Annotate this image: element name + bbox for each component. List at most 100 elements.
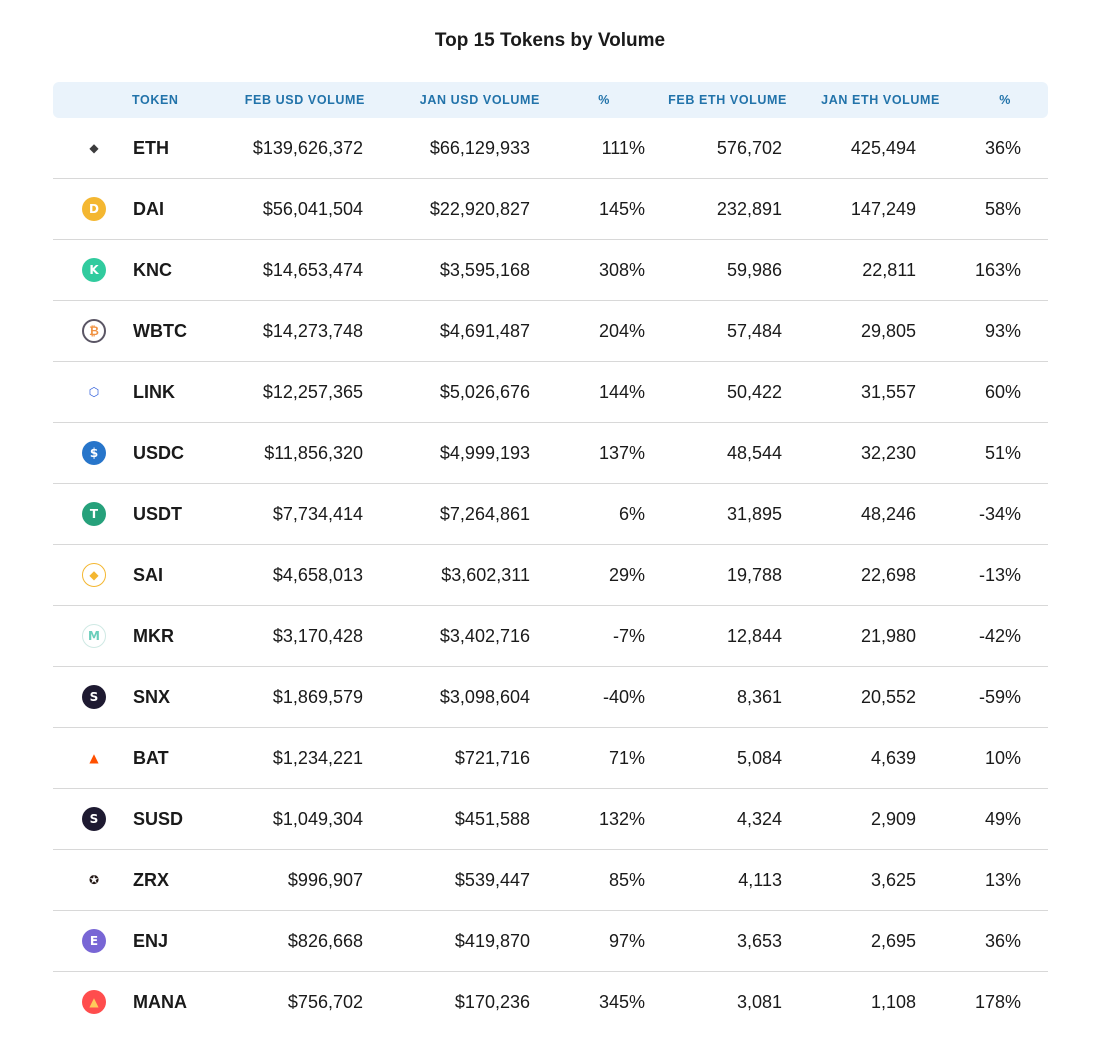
eth-percent-change: 51% [984, 443, 1021, 463]
eth-percent-change: -34% [978, 504, 1021, 524]
feb-eth-volume: 12,844 [726, 626, 782, 646]
mkr-icon: M [82, 624, 106, 648]
snx-icon: S [82, 685, 106, 709]
token-symbol: LINK [133, 382, 175, 402]
feb-eth-volume: 4,113 [738, 870, 782, 890]
jan-eth-volume: 2,909 [870, 809, 916, 829]
feb-usd-volume: $4,658,013 [272, 565, 363, 585]
token-symbol: USDC [133, 443, 185, 463]
token-symbol: USDT [133, 504, 182, 524]
feb-eth-volume: 31,895 [726, 504, 782, 524]
table-row: E ENJ $826,668 $419,870 97% 3,653 2,695 36% [53, 911, 1048, 972]
jan-usd-volume: $3,098,604 [439, 687, 530, 707]
table-row: ✪ ZRX $996,907 $539,447 85% 4,113 3,625 13% [53, 850, 1048, 911]
feb-usd-volume: $756,702 [287, 992, 363, 1012]
feb-eth-volume: 3,653 [736, 931, 782, 951]
feb-eth-volume: 48,544 [726, 443, 782, 463]
jan-eth-volume: 4,639 [870, 748, 916, 768]
susd-icon: S [82, 807, 106, 831]
link-icon: ⬡ [82, 380, 106, 404]
feb-eth-volume: 232,891 [716, 199, 782, 219]
usdt-icon: T [82, 502, 106, 526]
mana-icon: ▲ [82, 990, 106, 1014]
jan-eth-volume: 31,557 [860, 382, 916, 402]
usd-percent-change: -40% [602, 687, 645, 707]
jan-usd-volume: $539,447 [454, 870, 530, 890]
usd-percent-change: 204% [598, 321, 645, 341]
table-body: ◆ ETH $139,626,372 $66,129,933 111% 576,702 42… [53, 118, 1048, 1032]
eth-percent-change: -42% [978, 626, 1021, 646]
usd-percent-change: 6% [618, 504, 645, 524]
jan-eth-volume: 20,552 [860, 687, 916, 707]
table-row: M MKR $3,170,428 $3,402,716 -7% 12,844 21,980 -… [53, 606, 1048, 667]
feb-eth-volume: 59,986 [726, 260, 782, 280]
feb-eth-volume: 19,788 [726, 565, 782, 585]
table-row: T USDT $7,734,414 $7,264,861 6% 31,895 48,246 -… [53, 484, 1048, 545]
usd-percent-change: 145% [598, 199, 645, 219]
token-symbol: ZRX [133, 870, 169, 890]
table-row: ▲ BAT $1,234,221 $721,716 71% 5,084 4,639 10% [53, 728, 1048, 789]
usd-percent-change: 111% [601, 138, 645, 158]
feb-eth-volume: 8,361 [736, 687, 782, 707]
feb-usd-volume: $3,170,428 [272, 626, 363, 646]
token-symbol: ETH [133, 138, 169, 158]
feb-eth-volume: 50,422 [726, 382, 782, 402]
jan-eth-volume: 32,230 [860, 443, 916, 463]
table-row: S SUSD $1,049,304 $451,588 132% 4,324 2,909 49% [53, 789, 1048, 850]
dai-icon: D [82, 197, 106, 221]
usd-percent-change: 345% [598, 992, 645, 1012]
header-usd-percent: % [598, 93, 610, 107]
sai-icon: ◆ [82, 563, 106, 587]
header-jan-eth-volume: JAN ETH VOLUME [821, 93, 940, 107]
jan-eth-volume: 48,246 [860, 504, 916, 524]
feb-eth-volume: 576,702 [716, 138, 782, 158]
jan-usd-volume: $419,870 [454, 931, 530, 951]
feb-usd-volume: $12,257,365 [262, 382, 363, 402]
eth-percent-change: -59% [978, 687, 1021, 707]
token-symbol: SUSD [133, 809, 184, 829]
jan-eth-volume: 22,811 [862, 260, 916, 280]
feb-eth-volume: 57,484 [726, 321, 782, 341]
usd-percent-change: -7% [612, 626, 645, 646]
jan-usd-volume: $3,595,168 [439, 260, 530, 280]
jan-usd-volume: $3,402,716 [439, 626, 530, 646]
usdc-icon: $ [82, 441, 106, 465]
header-token: TOKEN [132, 93, 179, 107]
jan-eth-volume: 1,108 [870, 992, 916, 1012]
table-header: TOKEN FEB USD VOLUME JAN USD VOLUME % FE… [53, 82, 1048, 118]
jan-usd-volume: $721,716 [454, 748, 530, 768]
feb-usd-volume: $1,869,579 [272, 687, 363, 707]
jan-usd-volume: $7,264,861 [439, 504, 530, 524]
feb-usd-volume: $56,041,504 [262, 199, 363, 219]
table-row: ₿ WBTC $14,273,748 $4,691,487 204% 57,484 29,8… [53, 301, 1048, 362]
jan-eth-volume: 3,625 [870, 870, 916, 890]
jan-usd-volume: $4,691,487 [439, 321, 530, 341]
token-symbol: BAT [133, 748, 169, 768]
jan-usd-volume: $22,920,827 [429, 199, 530, 219]
zrx-icon: ✪ [82, 868, 106, 892]
jan-eth-volume: 29,805 [860, 321, 916, 341]
usd-percent-change: 132% [598, 809, 645, 829]
feb-eth-volume: 5,084 [736, 748, 782, 768]
chart-title: Top 15 Tokens by Volume [434, 30, 666, 51]
header-jan-usd-volume: JAN USD VOLUME [419, 93, 540, 107]
token-symbol: MANA [133, 992, 187, 1012]
table-row: D DAI $56,041,504 $22,920,827 145% 232,891 147… [53, 179, 1048, 240]
token-volume-table: TOKEN FEB USD VOLUME JAN USD VOLUME % FE… [53, 82, 1048, 1032]
eth-percent-change: 49% [984, 809, 1021, 829]
table-row: $ USDC $11,856,320 $4,999,193 137% 48,544 32,2… [53, 423, 1048, 484]
knc-icon: K [82, 258, 106, 282]
feb-usd-volume: $11,856,320 [264, 443, 363, 463]
jan-usd-volume: $66,129,933 [429, 138, 530, 158]
eth-percent-change: 36% [984, 138, 1021, 158]
table-row: ⬡ LINK $12,257,365 $5,026,676 144% 50,422 31,5… [53, 362, 1048, 423]
token-symbol: KNC [133, 260, 172, 280]
header-eth-percent: % [999, 93, 1011, 107]
jan-eth-volume: 21,980 [860, 626, 916, 646]
feb-usd-volume: $7,734,414 [272, 504, 363, 524]
feb-eth-volume: 3,081 [736, 992, 782, 1012]
usd-percent-change: 308% [598, 260, 645, 280]
usd-percent-change: 71% [608, 748, 645, 768]
jan-eth-volume: 425,494 [850, 138, 916, 158]
eth-percent-change: 93% [984, 321, 1021, 341]
